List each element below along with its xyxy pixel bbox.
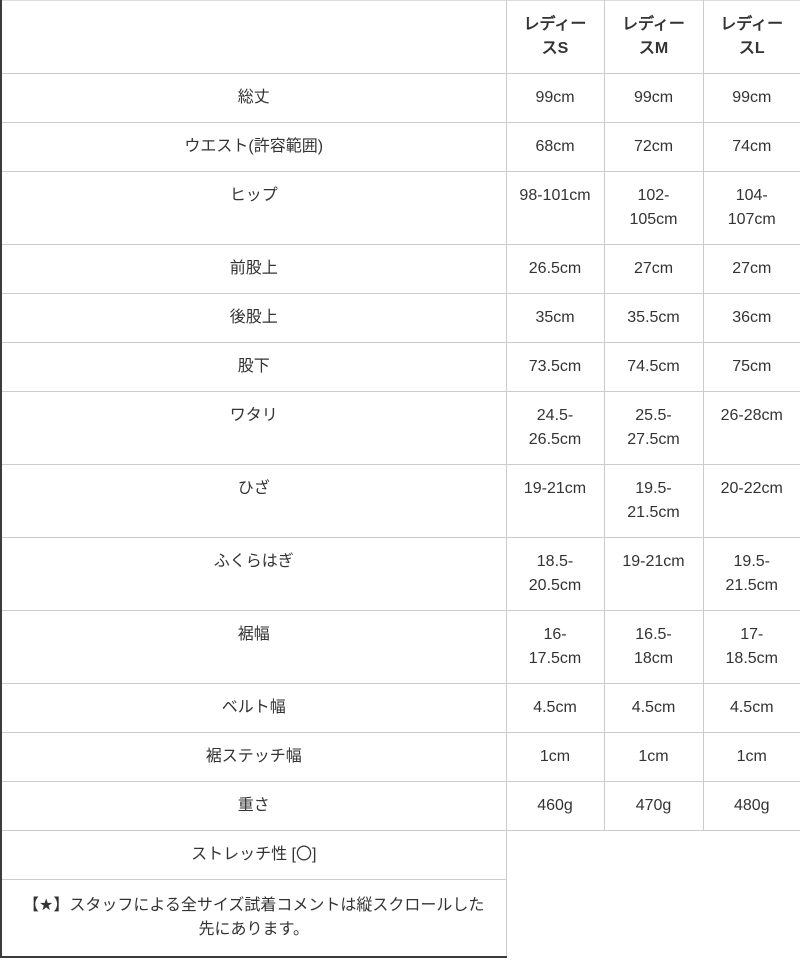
size-value-l: 74cm: [702, 122, 800, 172]
size-value-m: 35.5cm: [603, 293, 704, 343]
row-stretch: ストレッチ性 [〇]: [0, 830, 800, 880]
size-value-m: 27cm: [603, 244, 704, 294]
row-label: 裾幅: [0, 610, 507, 684]
size-value-l: 99cm: [702, 73, 800, 123]
row-waist: ウエスト(許容範囲) 68cm 72cm 74cm: [0, 122, 800, 172]
size-value-m: 74.5cm: [603, 342, 704, 392]
row-hem-stitch-width: 裾ステッチ幅 1cm 1cm 1cm: [0, 732, 800, 782]
row-front-rise: 前股上 26.5cm 27cm 27cm: [0, 244, 800, 294]
size-value-m: 19.5- 21.5cm: [603, 464, 704, 538]
row-total-length: 総丈 99cm 99cm 99cm: [0, 73, 800, 123]
size-value-m: 1cm: [603, 732, 704, 782]
size-value-l: 26-28cm: [702, 391, 800, 465]
size-value-l: 20-22cm: [702, 464, 800, 538]
row-staff-comment-note: 【★】スタッフによる全サイズ試着コメントは縦スクロールした 先にあります。: [0, 879, 800, 958]
corner-cell: [0, 0, 507, 74]
size-value-l: 104- 107cm: [702, 171, 800, 245]
row-knee: ひざ 19-21cm 19.5- 21.5cm 20-22cm: [0, 464, 800, 538]
size-value-s: 460g: [505, 781, 605, 831]
size-value-s: 35cm: [505, 293, 605, 343]
row-hip: ヒップ 98-101cm 102- 105cm 104- 107cm: [0, 171, 800, 245]
size-value-s: 98-101cm: [505, 171, 605, 245]
row-belt-width: ベルト幅 4.5cm 4.5cm 4.5cm: [0, 683, 800, 733]
size-value-m: 99cm: [603, 73, 704, 123]
row-label: ベルト幅: [0, 683, 507, 733]
row-label: ワタリ: [0, 391, 507, 465]
size-value-m: 470g: [603, 781, 704, 831]
row-weight: 重さ 460g 470g 480g: [0, 781, 800, 831]
row-label: 重さ: [0, 781, 507, 831]
size-value-l: 19.5- 21.5cm: [702, 537, 800, 611]
row-label: 裾ステッチ幅: [0, 732, 507, 782]
row-label: ヒップ: [0, 171, 507, 245]
row-hem-width: 裾幅 16- 17.5cm 16.5- 18cm 17- 18.5cm: [0, 610, 800, 684]
row-label: 前股上: [0, 244, 507, 294]
size-value-s: 26.5cm: [505, 244, 605, 294]
size-value-m: 102- 105cm: [603, 171, 704, 245]
size-value-s: 4.5cm: [505, 683, 605, 733]
size-value-m: 25.5- 27.5cm: [603, 391, 704, 465]
size-value-s: 1cm: [505, 732, 605, 782]
row-label: 後股上: [0, 293, 507, 343]
size-value-s: 73.5cm: [505, 342, 605, 392]
size-value-l: 75cm: [702, 342, 800, 392]
row-back-rise: 後股上 35cm 35.5cm 36cm: [0, 293, 800, 343]
size-header-s: レディー スS: [505, 0, 605, 74]
staff-comment-note: 【★】スタッフによる全サイズ試着コメントは縦スクロールした 先にあります。: [0, 879, 507, 958]
row-label: 股下: [0, 342, 507, 392]
row-label: ふくらはぎ: [0, 537, 507, 611]
row-label: 総丈: [0, 73, 507, 123]
size-value-l: 36cm: [702, 293, 800, 343]
size-value-m: 4.5cm: [603, 683, 704, 733]
row-thigh: ワタリ 24.5- 26.5cm 25.5- 27.5cm 26-28cm: [0, 391, 800, 465]
blank-area: [506, 830, 800, 880]
row-label: ひざ: [0, 464, 507, 538]
row-label: ウエスト(許容範囲): [0, 122, 507, 172]
stretch-label: ストレッチ性 [〇]: [0, 830, 507, 880]
size-value-l: 480g: [702, 781, 800, 831]
size-value-s: 19-21cm: [505, 464, 605, 538]
size-value-l: 27cm: [702, 244, 800, 294]
size-value-s: 68cm: [505, 122, 605, 172]
size-value-m: 16.5- 18cm: [603, 610, 704, 684]
row-inseam: 股下 73.5cm 74.5cm 75cm: [0, 342, 800, 392]
size-value-m: 19-21cm: [603, 537, 704, 611]
size-value-s: 24.5- 26.5cm: [505, 391, 605, 465]
size-value-l: 4.5cm: [702, 683, 800, 733]
size-value-s: 99cm: [505, 73, 605, 123]
size-value-l: 17- 18.5cm: [702, 610, 800, 684]
size-value-s: 18.5- 20.5cm: [505, 537, 605, 611]
size-header-m: レディー スM: [603, 0, 704, 74]
size-header-l: レディー スL: [702, 0, 800, 74]
size-value-s: 16- 17.5cm: [505, 610, 605, 684]
row-calf: ふくらはぎ 18.5- 20.5cm 19-21cm 19.5- 21.5cm: [0, 537, 800, 611]
header-row: レディー スS レディー スM レディー スL: [0, 0, 800, 74]
size-value-l: 1cm: [702, 732, 800, 782]
size-value-m: 72cm: [603, 122, 704, 172]
blank-area: [506, 879, 800, 957]
